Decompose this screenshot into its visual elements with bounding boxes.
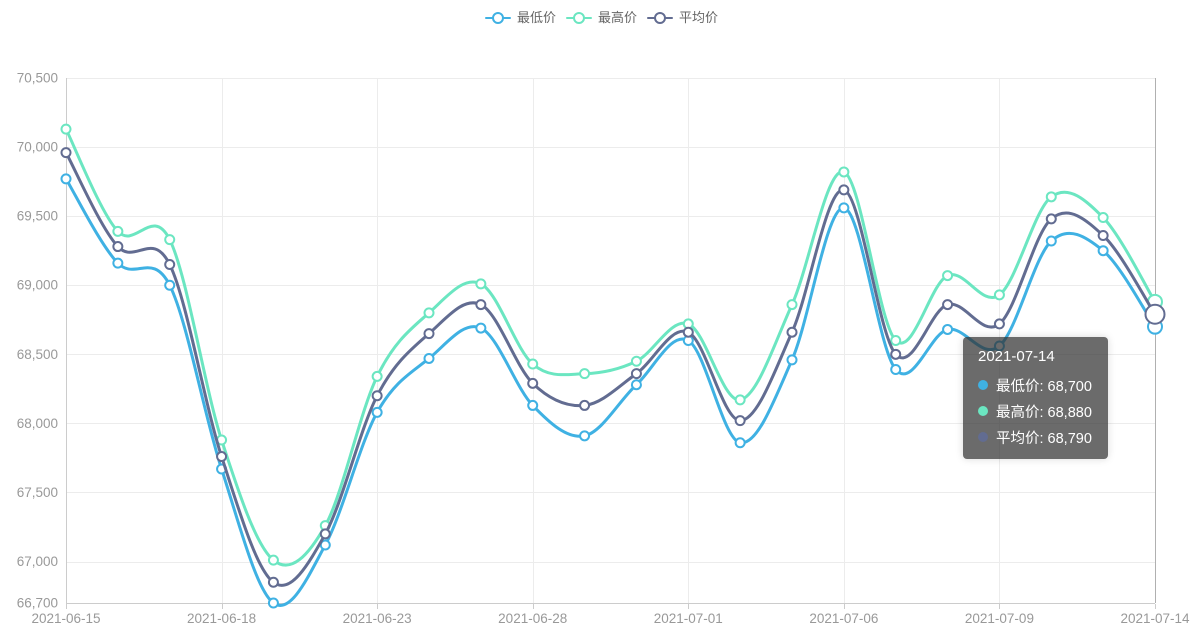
data-point-marker-high[interactable] [475, 278, 487, 290]
data-point-marker-avg[interactable] [527, 377, 539, 389]
legend-item-avg[interactable]: 平均价 [647, 8, 718, 28]
data-point-marker-low[interactable] [371, 406, 383, 418]
data-point-marker-high[interactable] [1097, 212, 1109, 224]
legend-label: 平均价 [679, 10, 719, 25]
x-axis-label: 2021-07-14 [1120, 611, 1190, 626]
data-point-marker-low[interactable] [786, 354, 798, 366]
data-point-marker-low[interactable] [890, 364, 902, 376]
data-point-marker-low[interactable] [164, 279, 176, 291]
data-point-marker-low[interactable] [942, 323, 954, 335]
data-point-marker-high[interactable] [423, 307, 435, 319]
y-axis-label: 70,500 [17, 71, 58, 86]
x-axis-label: 2021-06-18 [187, 611, 256, 626]
data-point-marker-low[interactable] [993, 340, 1005, 352]
x-axis-label: 2021-07-09 [965, 611, 1034, 626]
data-point-marker-avg[interactable] [734, 415, 746, 427]
data-point-marker-high[interactable] [112, 225, 124, 237]
data-point-marker-avg[interactable] [475, 299, 487, 311]
data-point-marker-low[interactable] [838, 202, 850, 214]
data-point-marker-high[interactable] [838, 166, 850, 178]
y-axis-label: 70,000 [17, 140, 58, 155]
data-point-marker-avg[interactable] [371, 390, 383, 402]
chart-legend: 最低价 最高价 平均价 [0, 8, 1203, 28]
data-point-marker-avg[interactable] [890, 348, 902, 360]
data-point-marker-high[interactable] [579, 368, 591, 380]
data-point-marker-low[interactable] [112, 257, 124, 269]
data-point-marker-high[interactable] [1045, 191, 1057, 203]
data-point-marker-low[interactable] [527, 399, 539, 411]
data-point-marker-avg[interactable] [579, 399, 591, 411]
data-point-marker-avg[interactable] [164, 259, 176, 271]
data-point-marker-avg[interactable] [112, 241, 124, 253]
series-line-low [64, 177, 1157, 607]
y-axis-label: 68,000 [17, 416, 58, 431]
data-point-marker-high[interactable] [164, 234, 176, 246]
data-point-marker-low[interactable] [267, 597, 279, 609]
data-point-marker-avg[interactable] [60, 147, 72, 159]
x-axis-label: 2021-07-06 [809, 611, 878, 626]
data-point-marker-high[interactable] [786, 299, 798, 311]
data-point-marker-high[interactable] [267, 554, 279, 566]
data-point-marker-low[interactable] [1045, 235, 1057, 247]
y-axis-label: 67,500 [17, 485, 58, 500]
data-point-marker-avg[interactable] [1097, 230, 1109, 241]
data-point-marker-avg[interactable] [1144, 303, 1166, 325]
data-point-marker-high[interactable] [527, 358, 539, 370]
data-point-marker-avg[interactable] [630, 368, 642, 380]
y-axis-label: 67,000 [17, 554, 58, 569]
series-line-high [64, 127, 1157, 567]
data-point-marker-avg[interactable] [942, 299, 954, 311]
legend-item-low[interactable]: 最低价 [484, 8, 556, 28]
data-point-marker-high[interactable] [942, 270, 954, 282]
x-axis-label: 2021-06-23 [343, 611, 412, 626]
data-point-marker-avg[interactable] [838, 184, 850, 196]
data-point-marker-high[interactable] [734, 394, 746, 406]
x-axis-label: 2021-06-28 [498, 611, 567, 626]
y-axis-label: 66,700 [17, 596, 58, 611]
legend-label: 最低价 [516, 10, 556, 25]
data-point-marker-avg[interactable] [216, 451, 228, 463]
data-point-marker-avg[interactable] [423, 328, 435, 340]
data-point-marker-avg[interactable] [319, 528, 331, 540]
data-point-marker-low[interactable] [319, 539, 331, 551]
y-axis-label: 69,500 [17, 209, 58, 224]
data-point-marker-avg[interactable] [267, 576, 279, 588]
data-point-marker-high[interactable] [993, 289, 1005, 301]
data-point-marker-high[interactable] [60, 123, 72, 135]
data-point-marker-avg[interactable] [682, 326, 694, 338]
legend-label: 最高价 [597, 10, 637, 25]
x-axis-label: 2021-06-15 [31, 611, 100, 626]
legend-item-high[interactable]: 最高价 [565, 8, 637, 28]
data-point-marker-low[interactable] [1097, 245, 1109, 257]
data-point-marker-avg[interactable] [786, 326, 798, 338]
x-axis-label: 2021-07-01 [654, 611, 723, 626]
legend-line-marker-icon [647, 11, 673, 25]
data-point-marker-avg[interactable] [1045, 213, 1057, 225]
y-axis-label: 68,500 [17, 347, 58, 362]
data-point-marker-low[interactable] [734, 437, 746, 449]
legend-line-marker-icon [484, 11, 511, 25]
data-point-marker-low[interactable] [60, 173, 72, 185]
data-point-marker-avg[interactable] [993, 318, 1005, 330]
data-point-marker-high[interactable] [890, 335, 902, 346]
data-point-marker-low[interactable] [630, 379, 642, 391]
legend-line-marker-icon [565, 11, 592, 25]
data-point-marker-high[interactable] [630, 355, 642, 367]
data-point-marker-high[interactable] [371, 370, 383, 382]
series-line-avg [64, 151, 1157, 587]
y-axis-label: 69,000 [17, 278, 58, 293]
data-point-marker-low[interactable] [475, 322, 487, 334]
data-point-marker-low[interactable] [423, 352, 435, 364]
data-point-marker-low[interactable] [579, 430, 591, 442]
